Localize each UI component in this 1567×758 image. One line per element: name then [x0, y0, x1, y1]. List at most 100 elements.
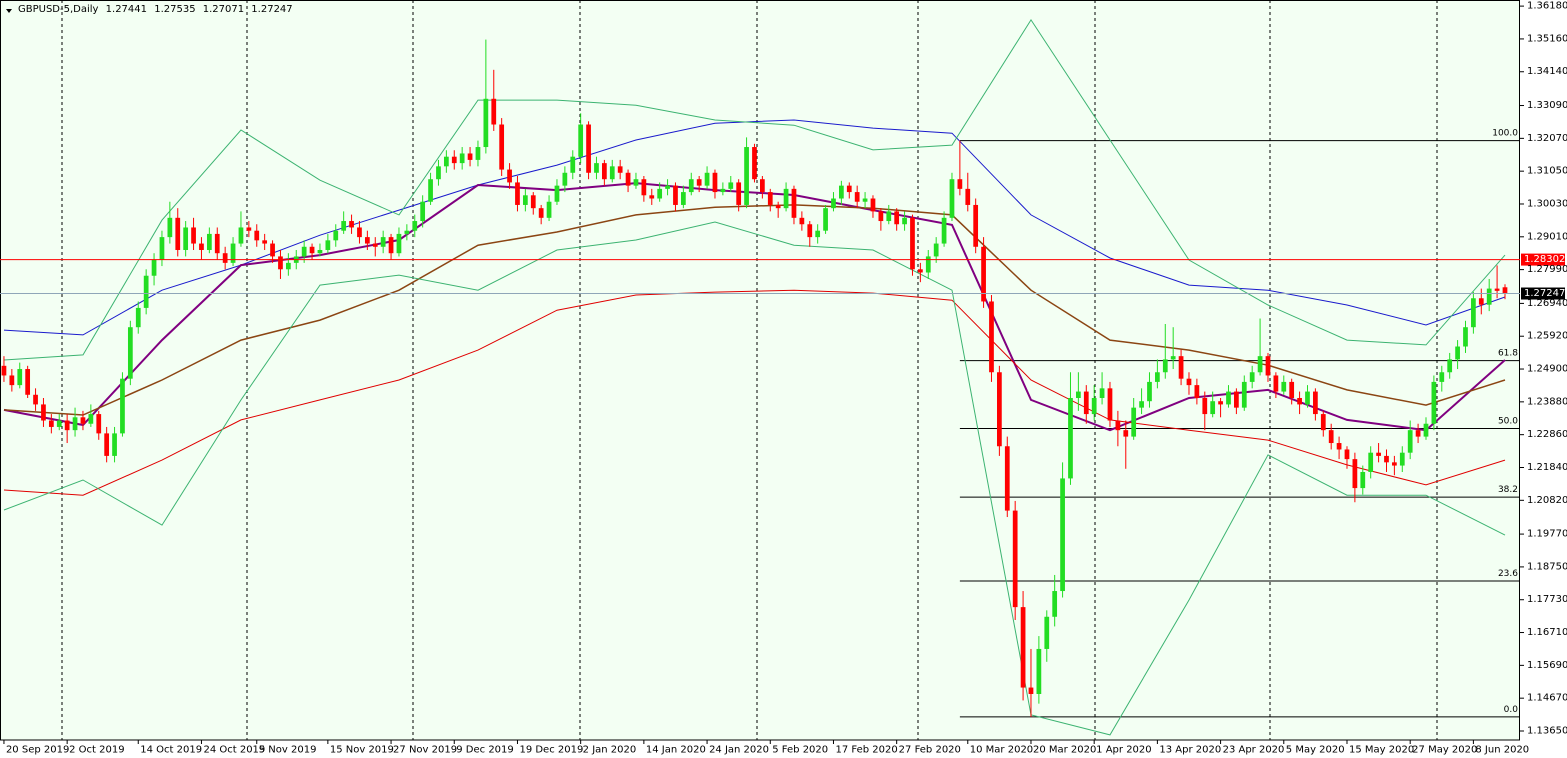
candle-body [1423, 423, 1429, 437]
y-tick-label: 1.17730 [1527, 594, 1567, 605]
candle-body [64, 420, 70, 431]
candle-body [854, 192, 860, 202]
fib-label: 100.0 [1492, 129, 1518, 139]
candle-body [41, 404, 46, 421]
candle-body [1115, 420, 1121, 431]
y-tick-label: 1.36180 [1527, 1, 1567, 12]
indicator-line [3, 221, 1506, 736]
candle-body [1376, 452, 1381, 456]
candle-body [1399, 452, 1405, 466]
candle-body [886, 211, 892, 222]
candle-body [752, 147, 757, 180]
candle-body [1297, 397, 1302, 405]
y-tick-label: 1.30030 [1527, 198, 1567, 209]
candle-body [522, 195, 528, 205]
x-tick-label: 5 Nov 2019 [259, 745, 317, 756]
candle-body [1107, 388, 1113, 421]
x-tick-label: 15 May 2020 [1349, 745, 1414, 756]
x-tick-label: 13 Apr 2020 [1159, 745, 1221, 756]
x-tick-label: 27 Nov 2019 [393, 745, 457, 756]
x-tick-label: 5 May 2020 [1286, 745, 1345, 756]
candle-body [760, 179, 765, 193]
candle-body [56, 420, 62, 427]
x-tick-label: 24 Oct 2019 [203, 745, 265, 756]
candle-body [214, 233, 220, 254]
candle-body [878, 211, 884, 222]
candle-body [633, 179, 639, 186]
candle-body [657, 188, 663, 199]
candle-body [1447, 359, 1453, 373]
candle-body [1226, 391, 1231, 405]
indicator-line [3, 182, 1506, 432]
candle-body [1131, 407, 1137, 437]
y-tick-label: 1.34140 [1527, 66, 1567, 77]
candle-body [1463, 327, 1468, 347]
candle-body [1344, 449, 1350, 460]
candle-body [767, 192, 773, 205]
fibonacci: 100.0 61.8 50.0 38.2 23.6 0.0 [959, 129, 1520, 718]
fib-label: 38.2 [1498, 485, 1518, 495]
candle-body [1265, 356, 1271, 376]
candle-body [870, 198, 876, 212]
candle-body [933, 243, 939, 257]
y-tick-label: 1.21840 [1527, 462, 1567, 473]
y-tick-label: 1.31050 [1527, 166, 1567, 177]
y-tick-label: 1.27990 [1527, 264, 1567, 275]
symbol-title: GBPUSD-5,Daily [18, 4, 99, 15]
candle-body [1415, 430, 1421, 437]
candle-body [246, 227, 252, 231]
candle-body [815, 230, 821, 238]
candle-body [396, 233, 402, 254]
candle-body [1076, 391, 1081, 398]
quote-high: 1.27535 [154, 4, 196, 15]
x-tick-label: 27 Feb 2020 [899, 745, 961, 756]
candle-body [199, 243, 204, 250]
candle-body [1178, 356, 1184, 379]
plot-area [0, 0, 1520, 741]
y-tick-label: 1.13650 [1527, 725, 1567, 736]
candle-body [262, 240, 268, 244]
candle-body [364, 237, 370, 244]
x-tick-label: 2 Oct 2019 [69, 745, 124, 756]
candle-body [349, 221, 354, 228]
candle-body [673, 185, 678, 205]
candle-body [1234, 391, 1239, 408]
candle-body [1241, 381, 1247, 408]
candle-body [483, 98, 489, 148]
y-tick-label: 1.14670 [1527, 693, 1567, 704]
candle-body [1257, 356, 1263, 373]
y-tick-label: 1.19770 [1527, 529, 1567, 540]
bid-line-label: 1.27247 [1524, 288, 1565, 299]
candle-body [475, 147, 481, 160]
x-tick-label: 20 Mar 2020 [1033, 745, 1096, 756]
candle-body [507, 169, 512, 183]
x-tick-label: 14 Jan 2020 [646, 745, 706, 756]
candle-body [357, 227, 362, 238]
level-line-label: 1.28302 [1524, 254, 1565, 265]
indicator-line [3, 18, 1506, 361]
candle-body [1305, 391, 1310, 405]
candle-body [1091, 397, 1097, 415]
levels: 1.28302 1.27247 [0, 253, 1565, 300]
candle-body [1494, 288, 1500, 291]
candle-body [372, 243, 378, 247]
candle-body [238, 227, 244, 244]
candle-body [1012, 510, 1018, 608]
candle-body [309, 246, 315, 254]
axes: 1.36180 1.35160 1.34140 1.33090 1.32070 1.310… [3, 1, 1567, 756]
fib-label: 23.6 [1498, 569, 1518, 579]
y-tick-label: 1.15690 [1527, 660, 1567, 671]
candle-body [775, 204, 781, 209]
candle-body [1471, 298, 1476, 328]
candle-body [941, 217, 947, 244]
candle-body [1320, 414, 1326, 431]
quote-close: 1.27247 [251, 4, 293, 15]
candle-body [1162, 359, 1168, 373]
candle-body [183, 227, 189, 250]
candle-body [1155, 372, 1160, 382]
menu-arrow[interactable] [6, 9, 12, 13]
candle-body [1328, 430, 1334, 444]
candle-body [1036, 648, 1042, 694]
candle-body [744, 147, 749, 205]
candle-body [167, 217, 173, 238]
